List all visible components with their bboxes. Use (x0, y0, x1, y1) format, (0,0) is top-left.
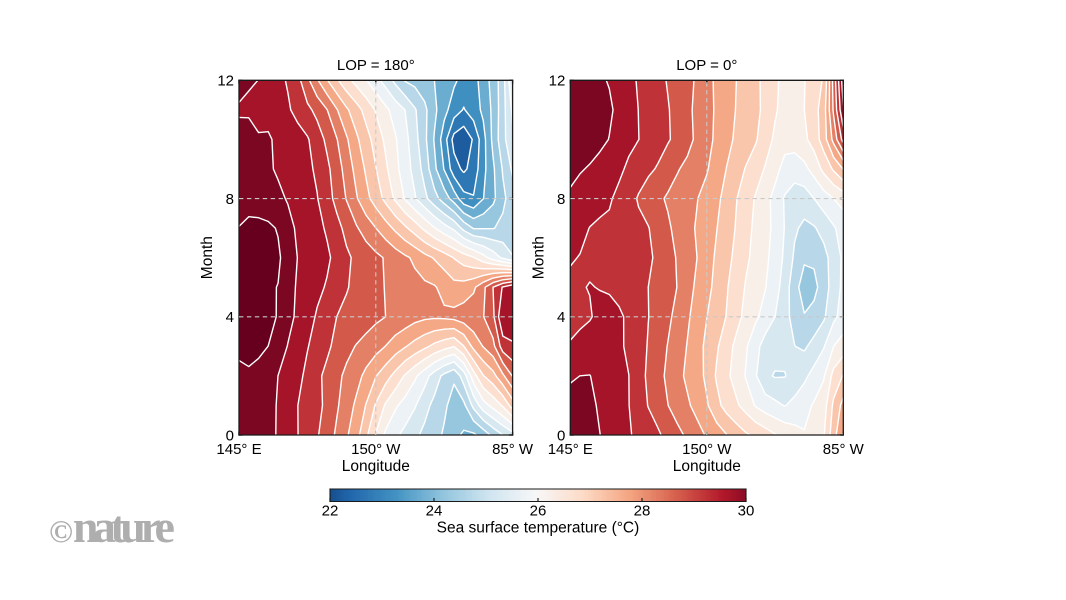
svg-text:12: 12 (549, 73, 566, 90)
svg-text:24: 24 (426, 502, 443, 519)
svg-text:150° W: 150° W (351, 441, 401, 458)
svg-text:30: 30 (738, 502, 755, 519)
svg-text:28: 28 (634, 502, 651, 519)
svg-text:4: 4 (557, 309, 565, 326)
svg-text:85° W: 85° W (492, 441, 534, 458)
svg-text:26: 26 (530, 502, 547, 519)
svg-text:8: 8 (226, 191, 234, 208)
svg-text:LOP = 180°: LOP = 180° (337, 57, 415, 74)
svg-text:Sea surface temperature (°C): Sea surface temperature (°C) (437, 520, 640, 537)
svg-text:22: 22 (322, 502, 339, 519)
svg-text:0: 0 (226, 427, 234, 444)
svg-text:8: 8 (557, 191, 565, 208)
svg-text:145° E: 145° E (216, 441, 261, 458)
svg-text:12: 12 (217, 73, 234, 90)
svg-text:Month: Month (530, 236, 547, 279)
svg-text:85° W: 85° W (823, 441, 865, 458)
svg-text:150° W: 150° W (682, 441, 732, 458)
svg-text:Longitude: Longitude (342, 458, 410, 475)
svg-text:LOP = 0°: LOP = 0° (676, 57, 737, 74)
svg-text:4: 4 (226, 309, 234, 326)
svg-text:Longitude: Longitude (673, 458, 741, 475)
svg-text:145° E: 145° E (548, 441, 593, 458)
svg-text:Month: Month (199, 236, 216, 279)
svg-text:0: 0 (557, 427, 565, 444)
